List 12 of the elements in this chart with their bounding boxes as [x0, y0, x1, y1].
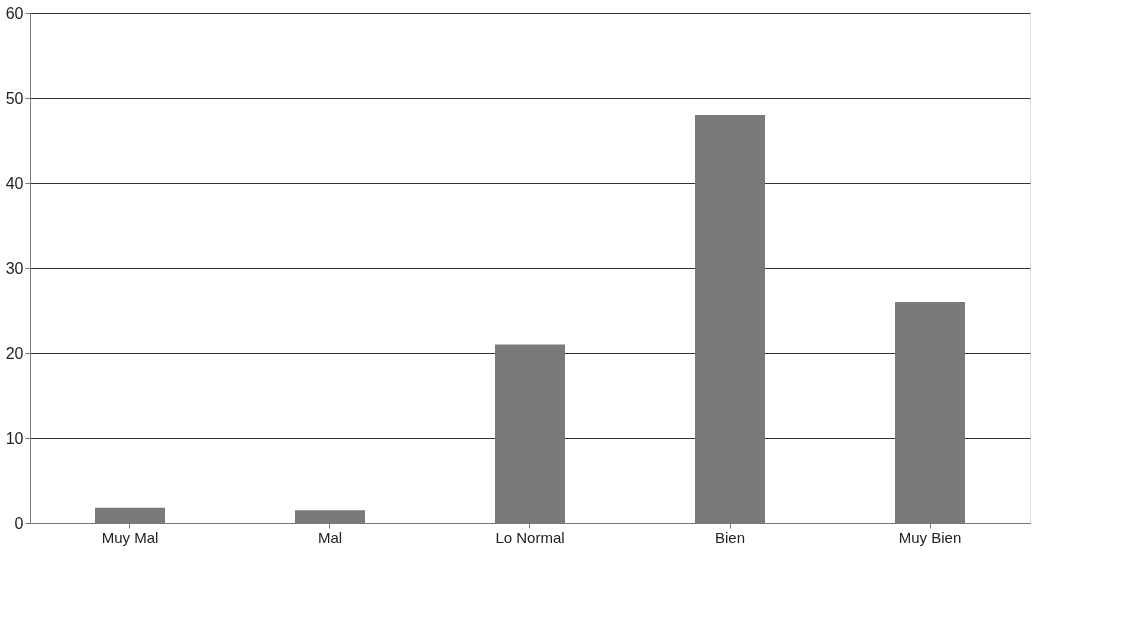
x-tick-label: Mal — [317, 528, 343, 546]
y-tick-label: 40 — [5, 174, 24, 192]
y-tick-label: 0 — [14, 514, 24, 532]
y-tick-label: 30 — [5, 259, 24, 277]
x-tick-label: Lo Normal — [495, 528, 565, 546]
x-tick-label: Muy Bien — [898, 528, 962, 546]
x-tick-label: Muy Mal — [101, 528, 159, 546]
y-tick-label: 60 — [5, 4, 24, 22]
y-tick-label: 20 — [5, 344, 24, 362]
y-tick-label: 10 — [5, 429, 24, 447]
x-tick-label: Bien — [714, 528, 746, 546]
y-tick-label: 50 — [5, 89, 24, 107]
